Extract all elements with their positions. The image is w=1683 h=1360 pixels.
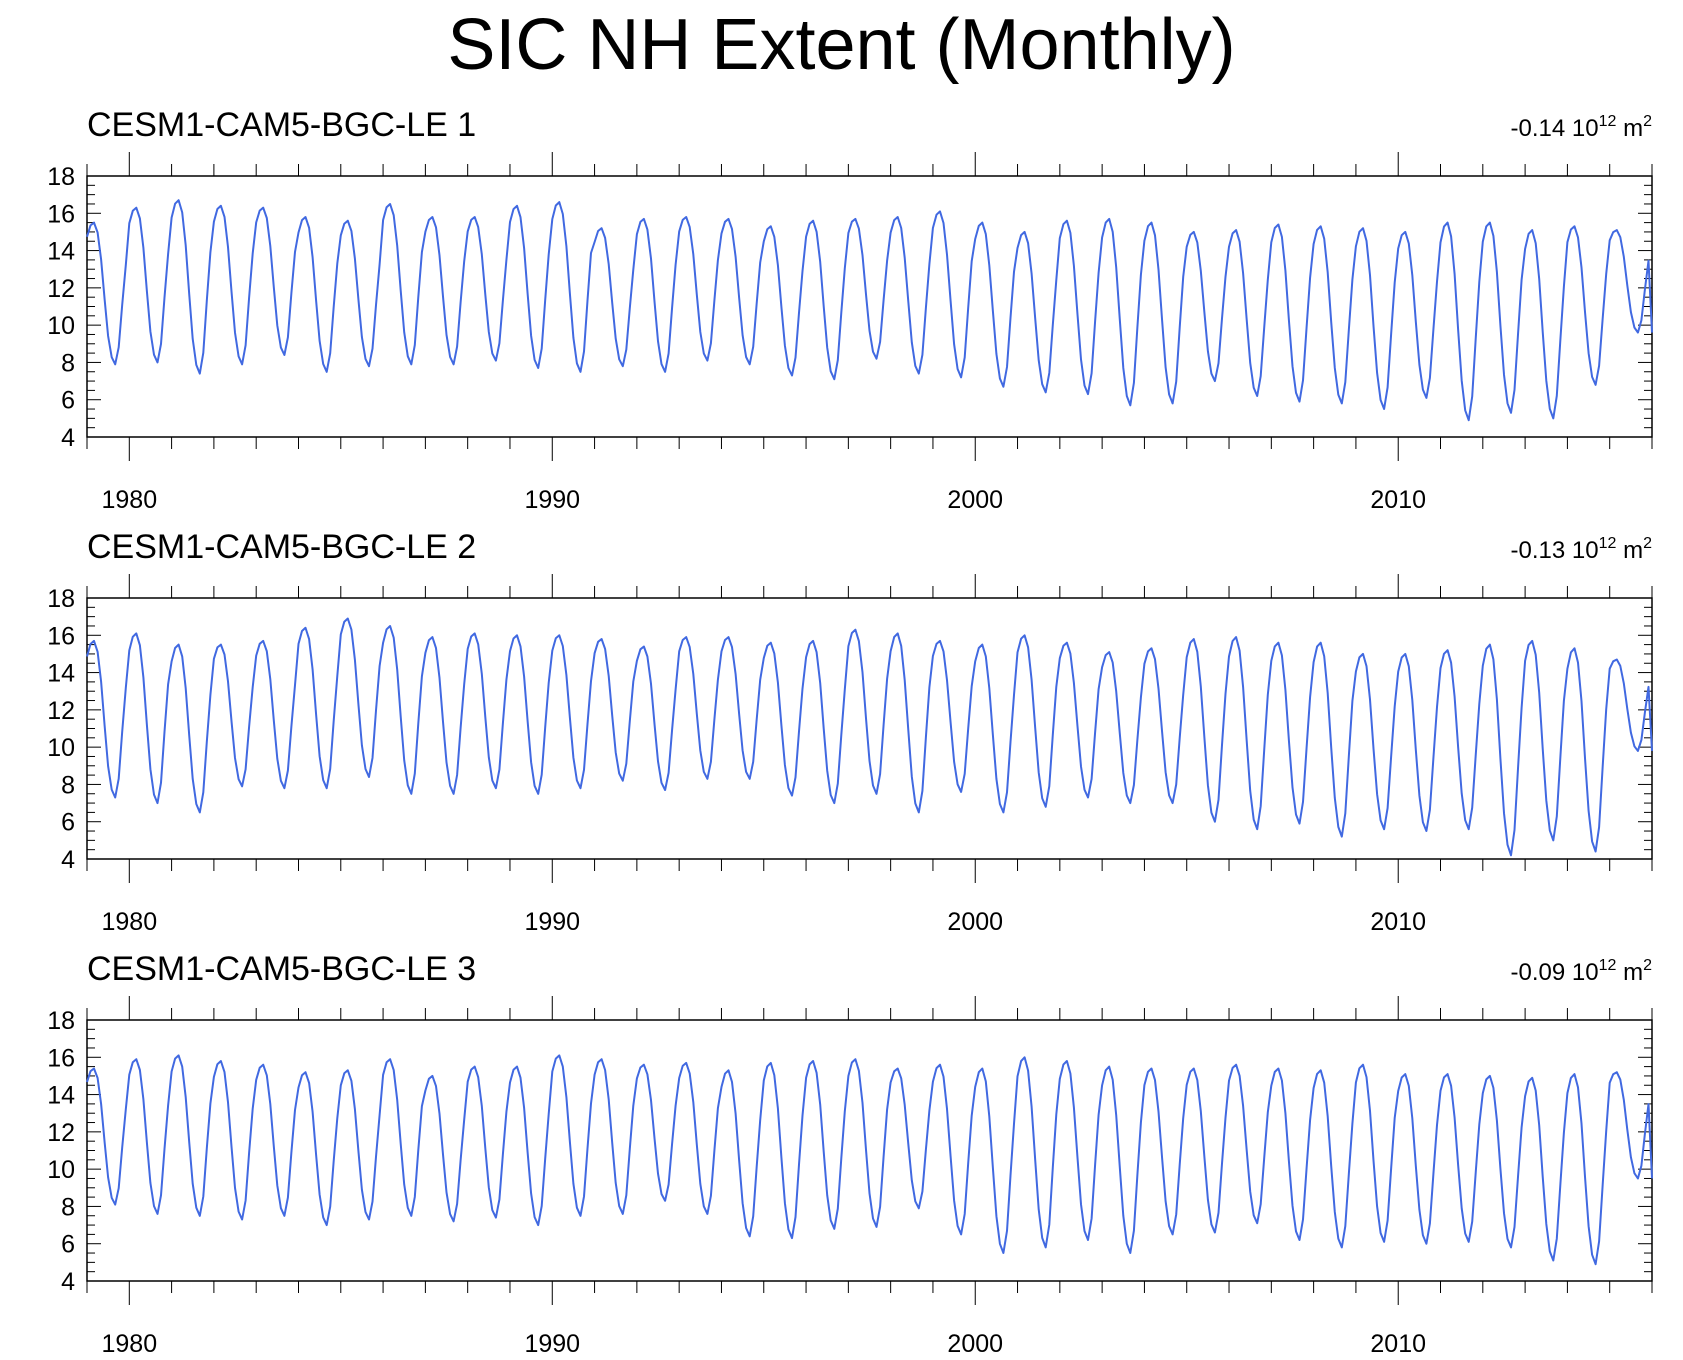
chart-panel-3: CESM1-CAM5-BGC-LE 3 -0.09 1012 m2 4 6 8 10 12 1… bbox=[47, 950, 1653, 1358]
x-tick-label: 2000 bbox=[947, 486, 1003, 514]
x-tick-label: 1990 bbox=[524, 1330, 580, 1358]
x-tick-label: 1980 bbox=[101, 486, 157, 514]
y-tick-label: 10 bbox=[47, 312, 75, 340]
chart-panel-1: CESM1-CAM5-BGC-LE 1 -0.14 1012 m2 4 6 8 10 12 1… bbox=[47, 106, 1653, 514]
plot-frame bbox=[86, 597, 1653, 860]
y-tick-label: 14 bbox=[47, 660, 75, 688]
x-tick-label: 2010 bbox=[1370, 486, 1426, 514]
y-tick-label: 6 bbox=[61, 1231, 75, 1259]
y-tick-label: 4 bbox=[61, 846, 75, 874]
y-tick-label: 18 bbox=[47, 585, 75, 613]
plot-frame bbox=[86, 175, 1653, 438]
x-tick-label: 2010 bbox=[1370, 1330, 1426, 1358]
chart-panel-2: CESM1-CAM5-BGC-LE 2 -0.13 1012 m2 4 6 8 10 12 1… bbox=[47, 528, 1653, 936]
y-tick-label: 14 bbox=[47, 238, 75, 266]
y-tick-label: 10 bbox=[47, 1156, 75, 1184]
x-tick-label: 1990 bbox=[524, 486, 580, 514]
y-tick-label: 10 bbox=[47, 734, 75, 762]
trend-label: -0.13 1012 m2 bbox=[1511, 535, 1653, 564]
y-tick-label: 12 bbox=[47, 697, 75, 725]
x-tick-label: 1990 bbox=[524, 908, 580, 936]
series-line bbox=[86, 199, 1653, 422]
x-tick-label: 2010 bbox=[1370, 908, 1426, 936]
x-tick-label: 2000 bbox=[947, 908, 1003, 936]
trend-label: -0.14 1012 m2 bbox=[1511, 113, 1653, 142]
y-tick-label: 6 bbox=[61, 809, 75, 837]
y-tick-label: 18 bbox=[47, 1007, 75, 1035]
x-tick-label: 2000 bbox=[947, 1330, 1003, 1358]
series-line bbox=[86, 1054, 1653, 1266]
series-line bbox=[86, 617, 1653, 857]
trend-label: -0.09 1012 m2 bbox=[1511, 957, 1653, 986]
y-tick-label: 8 bbox=[61, 349, 75, 377]
y-tick-label: 16 bbox=[47, 622, 75, 650]
plot-frame bbox=[86, 1019, 1653, 1282]
y-tick-label: 14 bbox=[47, 1082, 75, 1110]
x-tick-label: 1980 bbox=[101, 908, 157, 936]
y-tick-label: 6 bbox=[61, 387, 75, 415]
y-tick-label: 8 bbox=[61, 1193, 75, 1221]
x-tick-label: 1980 bbox=[101, 1330, 157, 1358]
panel-title: CESM1-CAM5-BGC-LE 3 bbox=[87, 950, 476, 988]
y-tick-label: 16 bbox=[47, 1044, 75, 1072]
y-tick-label: 8 bbox=[61, 771, 75, 799]
y-tick-label: 18 bbox=[47, 163, 75, 191]
y-tick-label: 12 bbox=[47, 1119, 75, 1147]
y-tick-label: 4 bbox=[61, 424, 75, 452]
panel-title: CESM1-CAM5-BGC-LE 2 bbox=[87, 528, 476, 566]
y-tick-label: 16 bbox=[47, 200, 75, 228]
panel-title: CESM1-CAM5-BGC-LE 1 bbox=[87, 106, 476, 144]
y-tick-label: 4 bbox=[61, 1268, 75, 1296]
main-title: SIC NH Extent (Monthly) bbox=[447, 5, 1236, 85]
y-tick-label: 12 bbox=[47, 275, 75, 303]
